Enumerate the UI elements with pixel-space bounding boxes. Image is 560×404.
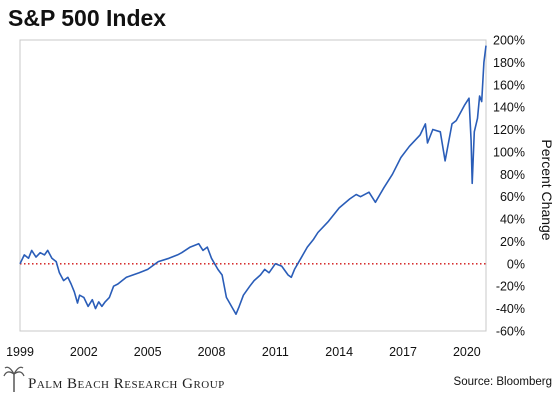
x-tick-label: 2014 [325, 345, 353, 359]
y-tick-label: 0% [507, 257, 525, 271]
x-tick-label: 2002 [70, 345, 98, 359]
x-tick-label: 1999 [6, 345, 34, 359]
plot-area-border [19, 39, 487, 332]
palm-tree-logo-icon [3, 366, 25, 392]
y-tick-label: 60% [500, 190, 525, 204]
y-tick-label: 160% [493, 78, 525, 92]
x-tick-label: 2017 [389, 345, 417, 359]
x-tick-label: 2020 [453, 345, 481, 359]
brand-name: Palm Beach Research Group [28, 376, 225, 392]
y-tick-label: 20% [500, 235, 525, 249]
y-tick-label: 100% [493, 145, 525, 159]
y-axis-label: Percent Change [539, 139, 555, 240]
y-tick-label: 120% [493, 123, 525, 137]
y-tick-label: 80% [500, 168, 525, 182]
y-axis-ticks: 200% 180% 160% 140% 120% 100% 80% 60% 40% 20% 0% -2… [493, 34, 525, 339]
y-tick-label: 200% [493, 34, 525, 48]
series-line-sp500 [19, 45, 487, 315]
y-tick-label: 140% [493, 101, 525, 115]
source-note: Source: Bloomberg [454, 376, 552, 388]
x-tick-label: 2005 [134, 345, 162, 359]
x-tick-label: 2011 [262, 345, 289, 359]
x-axis-ticks: 1999 2002 2005 2008 2011 2014 2017 2020 [6, 345, 481, 359]
y-tick-label: -60% [496, 325, 525, 339]
y-tick-label: -40% [496, 302, 525, 316]
chart-title: S&P 500 Index [8, 5, 166, 31]
y-tick-label: -20% [496, 280, 525, 294]
x-tick-label: 2008 [198, 345, 226, 359]
y-tick-label: 180% [493, 56, 525, 70]
y-tick-label: 40% [500, 213, 525, 227]
